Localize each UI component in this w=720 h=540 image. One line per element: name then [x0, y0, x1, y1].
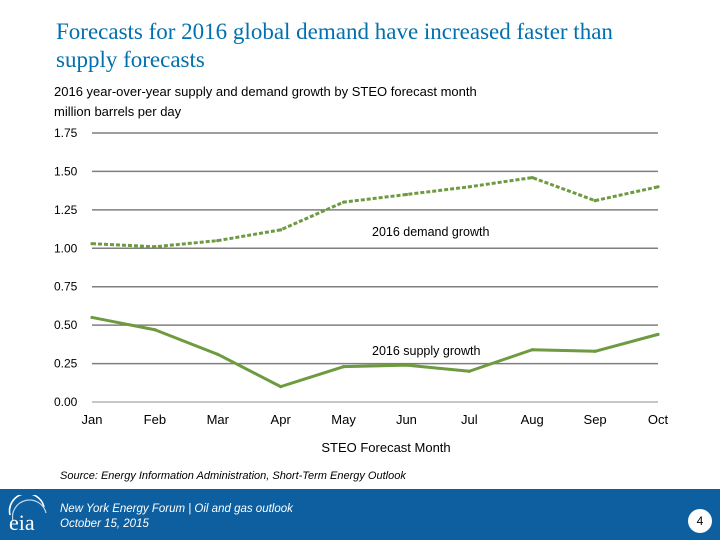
data-point-supply [467, 369, 471, 373]
x-tick-label: Jan [82, 412, 103, 427]
subtitle-line-1: 2016 year-over-year supply and demand gr… [54, 84, 477, 99]
footer-event: New York Energy Forum | Oil and gas outl… [60, 503, 293, 515]
x-tick-label: Sep [584, 412, 607, 427]
y-tick-label: 0.00 [54, 395, 78, 409]
source-note: Source: Energy Information Administratio… [60, 470, 406, 482]
data-point-supply [593, 349, 597, 353]
y-tick-label: 1.75 [54, 126, 78, 140]
data-point-demand [216, 239, 220, 243]
chart-subtitle: 2016 year-over-year supply and demand gr… [54, 82, 477, 122]
series-line-supply [91, 315, 659, 389]
x-tick-label: Aug [521, 412, 544, 427]
data-point-demand [404, 192, 409, 197]
y-tick-label: 1.25 [54, 203, 78, 217]
y-tick-label: 0.50 [54, 318, 78, 332]
footer-bar: eia New York Energy Forum | Oil and gas … [0, 489, 720, 540]
series-line-demand [91, 176, 659, 249]
data-point-supply [216, 352, 220, 356]
x-tick-label: Feb [144, 412, 166, 427]
y-tick-label: 0.25 [54, 357, 78, 371]
data-point-supply [279, 385, 283, 389]
x-tick-label: May [331, 412, 356, 427]
data-point-demand [153, 245, 157, 249]
y-tick-label: 1.50 [54, 164, 78, 178]
eia-logo-text: eia [9, 510, 35, 535]
data-point-demand [656, 185, 660, 189]
data-point-demand [530, 175, 534, 180]
slide-title: Forecasts for 2016 global demand have in… [56, 19, 613, 72]
data-point-demand [593, 199, 597, 203]
y-tick-label: 0.75 [54, 280, 78, 294]
eia-logo-icon: eia [8, 495, 47, 535]
data-point-demand [341, 200, 346, 204]
data-point-supply [530, 348, 534, 352]
data-point-supply [404, 363, 409, 367]
x-axis-title: STEO Forecast Month [321, 440, 450, 455]
y-tick-label: 1.00 [54, 241, 78, 255]
data-point-supply [90, 315, 94, 320]
data-point-supply [153, 328, 157, 332]
series-label-supply: 2016 supply growth [372, 344, 480, 358]
footer-text: New York Energy Forum | Oil and gas outl… [60, 502, 293, 532]
footer-date: October 15, 2015 [60, 518, 149, 530]
data-point-supply [656, 332, 660, 336]
line-chart: 0.00 0.25 0.50 0.75 1.00 1.25 1.50 1.75 Jan Feb Ma… [54, 126, 669, 455]
x-tick-label: Jul [461, 412, 478, 427]
data-point-supply [341, 365, 346, 369]
x-tick-label: Apr [271, 412, 292, 427]
x-tick-label: Mar [207, 412, 230, 427]
page-number: 4 [688, 509, 712, 533]
data-point-demand [467, 185, 471, 189]
data-point-demand [90, 242, 94, 246]
data-point-demand [279, 228, 283, 232]
x-tick-label: Oct [648, 412, 669, 427]
x-tick-label: Jun [396, 412, 417, 427]
series-label-demand: 2016 demand growth [372, 225, 489, 239]
subtitle-line-2: million barrels per day [54, 104, 182, 119]
